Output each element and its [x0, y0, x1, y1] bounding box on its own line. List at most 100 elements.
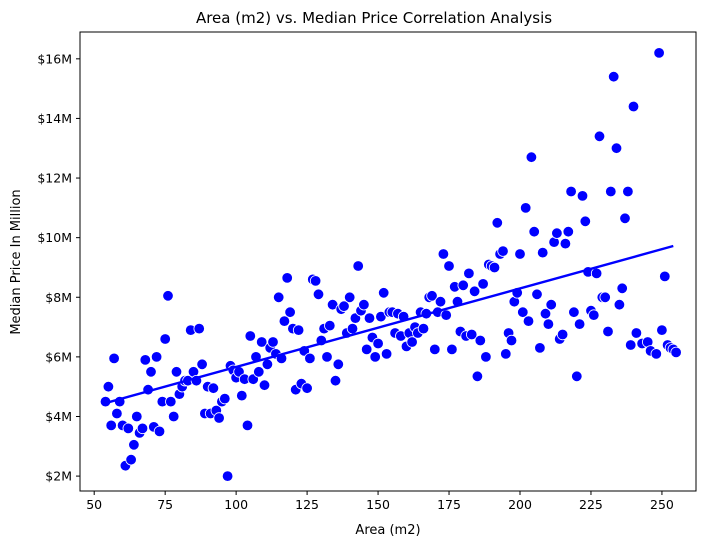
scatter-point: [346, 322, 359, 335]
scatter-point: [488, 261, 501, 274]
scatter-point: [196, 358, 208, 371]
scatter-point: [292, 324, 305, 336]
scatter-point: [593, 130, 606, 143]
scatter-point: [440, 309, 452, 321]
scatter-point: [145, 366, 157, 378]
y-tick-label: $8M: [45, 290, 72, 305]
scatter-point: [525, 151, 538, 163]
scatter-point: [321, 351, 333, 363]
scatter-point: [312, 288, 325, 301]
scatter-point: [497, 245, 509, 257]
scatter-point: [627, 100, 640, 113]
scatter-point: [588, 309, 600, 321]
scatter-point: [599, 291, 611, 304]
scatter-point: [221, 470, 234, 482]
x-axis-label: Area (m2): [355, 523, 420, 538]
scatter-point: [324, 319, 336, 332]
scatter-point: [309, 275, 322, 287]
x-tick-label: 150: [366, 497, 390, 512]
y-tick-label: $2M: [45, 469, 72, 484]
scatter-point: [361, 343, 373, 356]
scatter-point: [517, 306, 529, 318]
scatter-point: [281, 272, 293, 284]
scatter-point: [125, 454, 137, 466]
x-tick-label: 225: [579, 497, 603, 512]
scatter-point: [159, 333, 171, 345]
scatter-point: [417, 322, 430, 335]
scatter-point: [562, 225, 575, 238]
scatter-point: [534, 342, 546, 354]
y-axis-label: Median Price In Million: [9, 189, 24, 334]
chart-title: Area (m2) vs. Median Price Correlation A…: [196, 9, 552, 27]
scatter-point: [474, 334, 487, 347]
scatter-point: [258, 379, 271, 391]
axes-frame: [79, 31, 697, 492]
scatter-point: [150, 351, 163, 363]
scatter-point: [329, 375, 342, 387]
y-axis: $2M $4M $6M $8M $10M $12M $14M $16M: [37, 51, 80, 484]
scatter-point: [253, 366, 265, 378]
scatter-point: [630, 327, 643, 339]
y-tick-label: $6M: [45, 349, 72, 364]
scatter-point: [406, 336, 418, 348]
scatter-point: [167, 410, 180, 423]
scatter-point: [165, 395, 177, 408]
scatter-point: [170, 366, 183, 378]
scatter-point: [602, 325, 614, 338]
x-tick-label: 100: [224, 497, 248, 512]
scatter-point: [551, 227, 563, 239]
scatter-point: [261, 358, 274, 371]
scatter-point: [573, 318, 586, 330]
scatter-point: [650, 348, 663, 360]
scatter-point: [108, 352, 120, 365]
scatter-point: [537, 246, 549, 259]
scatter-point: [352, 260, 364, 272]
scatter-point: [139, 354, 152, 366]
scatter-point: [443, 260, 455, 272]
y-tick-label: $16M: [37, 51, 72, 66]
y-tick-label: $12M: [37, 171, 72, 186]
scatter-point: [625, 339, 637, 351]
scatter-point: [491, 217, 504, 229]
scatter-point: [111, 407, 123, 420]
scatter-point: [576, 190, 589, 202]
scatter-point: [446, 343, 458, 356]
scatter-point: [122, 422, 135, 435]
scatter-point: [437, 248, 450, 260]
scatter-point: [568, 306, 580, 318]
scatter-point: [505, 334, 518, 347]
scatter-point: [193, 322, 205, 335]
x-tick-label: 125: [295, 497, 319, 512]
scatter-point: [457, 279, 469, 292]
scatter-point: [480, 351, 492, 363]
scatter-point: [528, 225, 540, 238]
scatter-point: [613, 299, 626, 311]
scatter-point: [278, 315, 291, 327]
scatter-point: [236, 389, 248, 402]
y-tick-label: $10M: [37, 230, 72, 245]
scatter-point: [267, 336, 279, 348]
scatter-point: [653, 47, 665, 59]
scatter-point: [369, 351, 381, 363]
scatter-point: [545, 299, 557, 311]
x-axis: 50 75 100 125 150 175 200 225 250: [86, 491, 674, 512]
scatter-point: [301, 382, 313, 394]
scatter-point: [500, 348, 512, 360]
scatter-point: [468, 285, 481, 298]
scatter-point: [556, 328, 569, 341]
scatter-point: [219, 392, 231, 405]
scatter-point: [153, 425, 166, 438]
scatter-point: [590, 267, 603, 280]
scatter-point: [531, 288, 543, 301]
scatter-point: [332, 358, 345, 371]
scatter-point: [136, 422, 149, 435]
scatter-point: [162, 290, 174, 302]
scatter-point: [244, 330, 257, 342]
regression-line: [105, 244, 674, 405]
scatter-point: [616, 282, 628, 295]
scatter-point: [463, 267, 475, 280]
scatter-point: [344, 291, 356, 304]
scatter-point: [128, 439, 140, 451]
scatter-point: [565, 185, 577, 198]
x-tick-label: 200: [508, 497, 532, 512]
